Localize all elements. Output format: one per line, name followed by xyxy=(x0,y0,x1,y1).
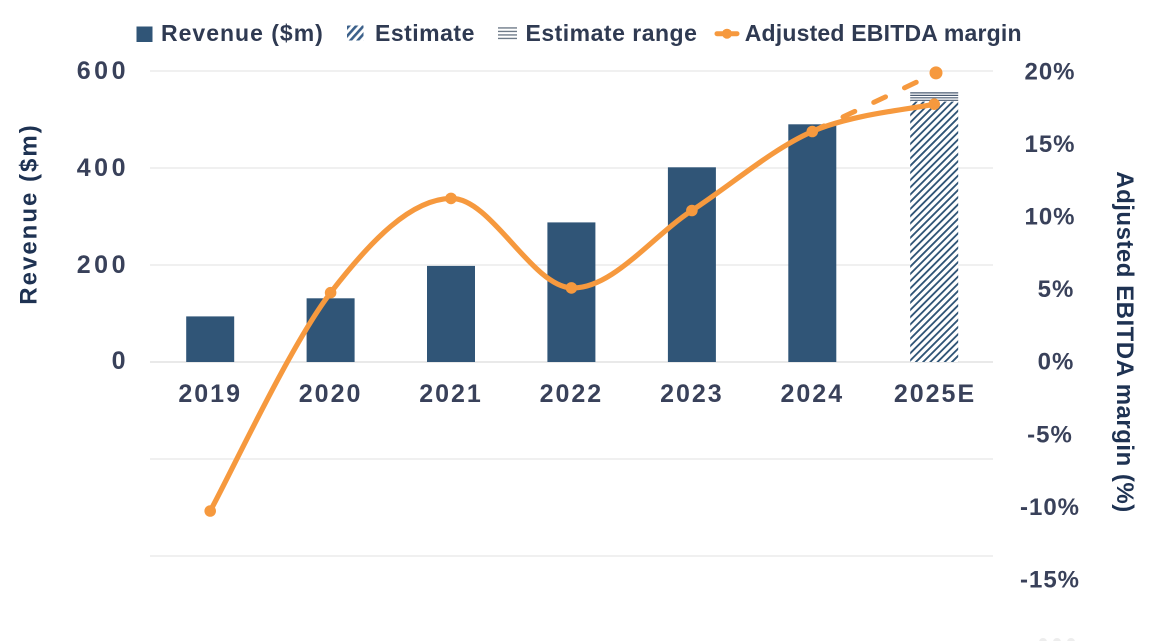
svg-text:10%: 10% xyxy=(1024,204,1075,231)
svg-text:5%: 5% xyxy=(1038,276,1075,303)
svg-text:2022: 2022 xyxy=(540,380,604,408)
svg-text:0%: 0% xyxy=(1038,349,1075,376)
svg-text:2019: 2019 xyxy=(178,380,242,408)
svg-text:20%: 20% xyxy=(1024,58,1075,85)
svg-text:2024: 2024 xyxy=(780,380,844,408)
svg-text:Adjusted EBITDA margin: Adjusted EBITDA margin xyxy=(745,20,1022,46)
svg-text:Adjusted EBITDA margin (%): Adjusted EBITDA margin (%) xyxy=(1111,171,1138,512)
svg-text:Estimate range: Estimate range xyxy=(526,20,698,46)
svg-text:2023: 2023 xyxy=(660,380,724,408)
svg-text:400: 400 xyxy=(77,154,129,182)
svg-text:2025E: 2025E xyxy=(894,380,976,408)
svg-text:15%: 15% xyxy=(1024,131,1075,158)
svg-text:0: 0 xyxy=(112,347,129,375)
svg-text:2021: 2021 xyxy=(419,380,483,408)
svg-text:-5%: -5% xyxy=(1027,421,1073,448)
svg-text:Estimate: Estimate xyxy=(375,20,475,46)
svg-text:Revenue ($m): Revenue ($m) xyxy=(15,123,42,304)
svg-text:-10%: -10% xyxy=(1020,494,1080,521)
svg-text:2020: 2020 xyxy=(299,380,363,408)
svg-text:200: 200 xyxy=(77,251,129,279)
svg-text:600: 600 xyxy=(77,57,129,85)
svg-text:-15%: -15% xyxy=(1020,567,1080,594)
svg-text:Revenue ($m): Revenue ($m) xyxy=(161,20,324,46)
